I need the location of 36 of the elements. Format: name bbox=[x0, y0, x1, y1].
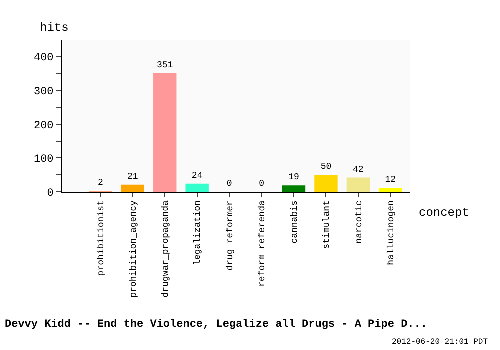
x-tick-label: reform_referenda bbox=[258, 200, 268, 288]
data-label: 2 bbox=[98, 178, 104, 188]
data-label: 21 bbox=[127, 172, 138, 182]
data-label: 12 bbox=[385, 174, 396, 185]
text: 2012-06-20 21:01 PDT bbox=[392, 338, 488, 347]
bar bbox=[154, 73, 177, 192]
x-tick-label: drugwar_propaganda bbox=[161, 200, 172, 298]
bar bbox=[121, 184, 144, 192]
bar bbox=[314, 175, 338, 192]
x-tick-label: stimulant bbox=[322, 200, 332, 250]
text: Devvy Kidd -- End the Violence, Legalize all Drugs - A Pipe D... bbox=[5, 319, 428, 331]
x-axis-title: concept bbox=[419, 206, 470, 220]
x-tick-label: drug_reformer bbox=[225, 200, 236, 271]
data-label: 0 bbox=[259, 179, 264, 189]
y-tick-label: 0 bbox=[47, 188, 54, 200]
x-tick-label: prohibition_agency bbox=[128, 200, 139, 298]
data-label: 19 bbox=[288, 172, 300, 183]
data-label: 351 bbox=[157, 60, 174, 70]
x-tick-label: prohibitionist bbox=[96, 200, 107, 276]
data-label: 50 bbox=[320, 162, 332, 172]
x-tick-label: narcotic bbox=[354, 200, 364, 244]
y-tick-label: 300 bbox=[34, 86, 54, 99]
x-tick-label: cannabis bbox=[290, 200, 300, 244]
bar bbox=[186, 184, 209, 192]
y-tick-label: 400 bbox=[34, 52, 54, 65]
x-tick-label: hallucinogen bbox=[386, 200, 397, 266]
y-tick-label: 100 bbox=[34, 154, 54, 166]
bar bbox=[379, 188, 402, 192]
data-label: 42 bbox=[353, 164, 364, 175]
bar bbox=[282, 186, 306, 192]
x-tick-label: legalization bbox=[193, 200, 204, 266]
y-axis-title: hits bbox=[40, 21, 69, 35]
data-label: 24 bbox=[192, 170, 203, 181]
data-label: 0 bbox=[226, 179, 232, 189]
y-tick-label: 200 bbox=[34, 120, 54, 132]
bar bbox=[346, 178, 370, 192]
